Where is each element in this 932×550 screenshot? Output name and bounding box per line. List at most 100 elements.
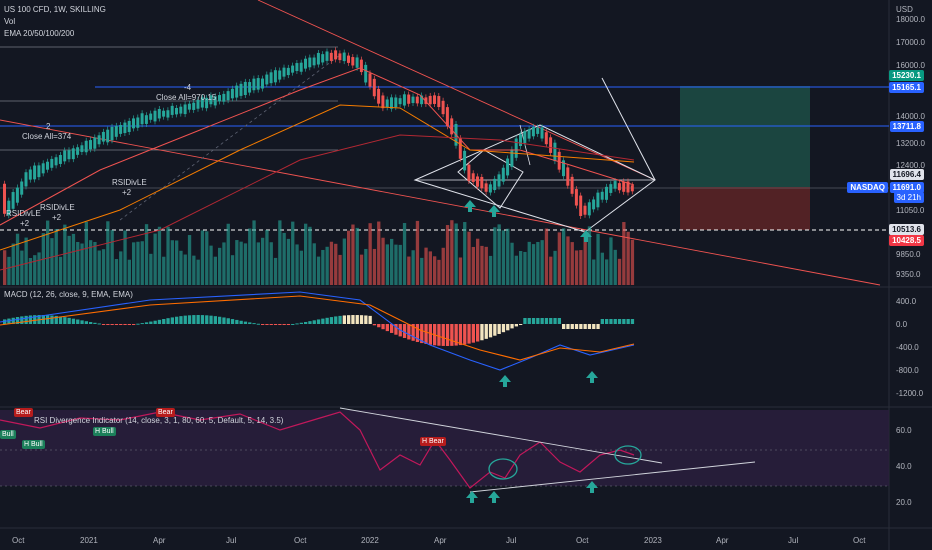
volume-bar [463, 222, 467, 285]
volume-bar [46, 220, 50, 285]
volume-bar [76, 241, 80, 285]
volume-bar [187, 235, 192, 285]
macd-bar [162, 319, 166, 324]
candle [304, 58, 307, 69]
candle [329, 52, 333, 61]
macd-bar [187, 315, 192, 324]
volume-bar [424, 247, 428, 285]
macd-bar [497, 324, 501, 334]
macd-bar [106, 324, 110, 325]
macd-bar [33, 315, 37, 324]
candle [265, 74, 269, 85]
candle [424, 97, 428, 104]
price-tick: 18000.0 [896, 15, 925, 24]
volume-bar [286, 238, 291, 285]
candle [269, 72, 273, 84]
volume-bar [33, 255, 37, 285]
candle [282, 67, 286, 77]
candle [437, 96, 441, 108]
macd-bar [153, 320, 157, 324]
macd-bar [97, 323, 101, 325]
macd-bar [592, 324, 596, 329]
hidden-bear-badge: H Bear [420, 437, 446, 446]
candle [385, 99, 389, 108]
volume-bar [299, 250, 303, 285]
symbol-title[interactable]: US 100 CFD, 1W, SKILLING [4, 5, 106, 14]
macd-bar [381, 324, 385, 330]
price-tag: 10513.6 [889, 224, 924, 235]
candle [557, 151, 561, 170]
macd-bar [463, 324, 467, 345]
volume-bar [295, 244, 299, 285]
volume-bar [101, 249, 106, 285]
macd-bar [226, 318, 230, 324]
order-label: -4 [184, 83, 192, 92]
macd-label[interactable]: MACD (12, 26, close, 9, EMA, EMA) [4, 290, 133, 299]
volume-bar [84, 221, 88, 285]
candle [372, 78, 376, 97]
candle [278, 70, 282, 80]
rsi-tick: 40.0 [896, 462, 912, 471]
macd-bar [402, 324, 407, 338]
candle [243, 81, 247, 96]
macd-bar [136, 323, 140, 325]
volume-bar [557, 232, 561, 285]
volume-bar [385, 244, 389, 285]
volume-bar [50, 238, 54, 285]
macd-bar [488, 324, 493, 338]
candle [3, 183, 6, 214]
macd-bar [243, 321, 248, 324]
macd-bar [437, 324, 441, 346]
volume-bar [338, 254, 342, 285]
candle [562, 160, 565, 177]
macd-bar [441, 324, 445, 346]
candle [596, 192, 600, 208]
candle [364, 64, 368, 83]
volume-bar [291, 221, 295, 285]
macd-bar [67, 317, 71, 324]
volume-bar [153, 233, 157, 285]
volume-bar [248, 228, 252, 285]
macd-bar [626, 319, 630, 324]
candle [136, 117, 140, 128]
volume-bar [282, 232, 286, 285]
volume-bar [553, 250, 557, 285]
price-tag: 11696.4 [889, 169, 924, 180]
macd-bar [84, 321, 88, 324]
candle [93, 137, 97, 149]
macd-bar [71, 318, 76, 324]
volume-bar [458, 257, 463, 285]
volume-bar [488, 255, 493, 285]
candle [544, 132, 548, 145]
x-tick: Oct [12, 536, 25, 545]
macd-bar [458, 324, 463, 346]
vol-label[interactable]: Vol [4, 17, 16, 26]
candle [553, 142, 557, 162]
ema-lines [0, 67, 635, 271]
stop-zone [680, 187, 810, 230]
candle [58, 154, 62, 164]
candle [355, 57, 359, 68]
macd-bar [123, 324, 127, 325]
rsi-label[interactable]: RSI Divergence Indicator (14, close, 3, … [34, 416, 284, 425]
volume-bar [342, 238, 346, 285]
macd-bar [179, 316, 183, 324]
order-label: RSIDivLE [40, 203, 75, 212]
candle [76, 147, 80, 155]
candle [450, 118, 454, 135]
x-tick: 2023 [644, 536, 662, 545]
volume-bar [467, 231, 471, 285]
ema-label[interactable]: EMA 20/50/100/200 [4, 29, 75, 38]
volume-bar [531, 244, 536, 285]
nasdaq-tag: NASDAQ [847, 182, 888, 193]
volume-bar [15, 233, 20, 285]
volume-bar [433, 256, 437, 285]
volume-bar [273, 257, 278, 285]
candle [33, 165, 37, 180]
macd-bar [329, 317, 334, 324]
candle [273, 70, 277, 83]
ema-line [0, 67, 635, 226]
volume-bar [377, 221, 381, 285]
price-tag-countdown: 3d 21h [893, 192, 924, 203]
